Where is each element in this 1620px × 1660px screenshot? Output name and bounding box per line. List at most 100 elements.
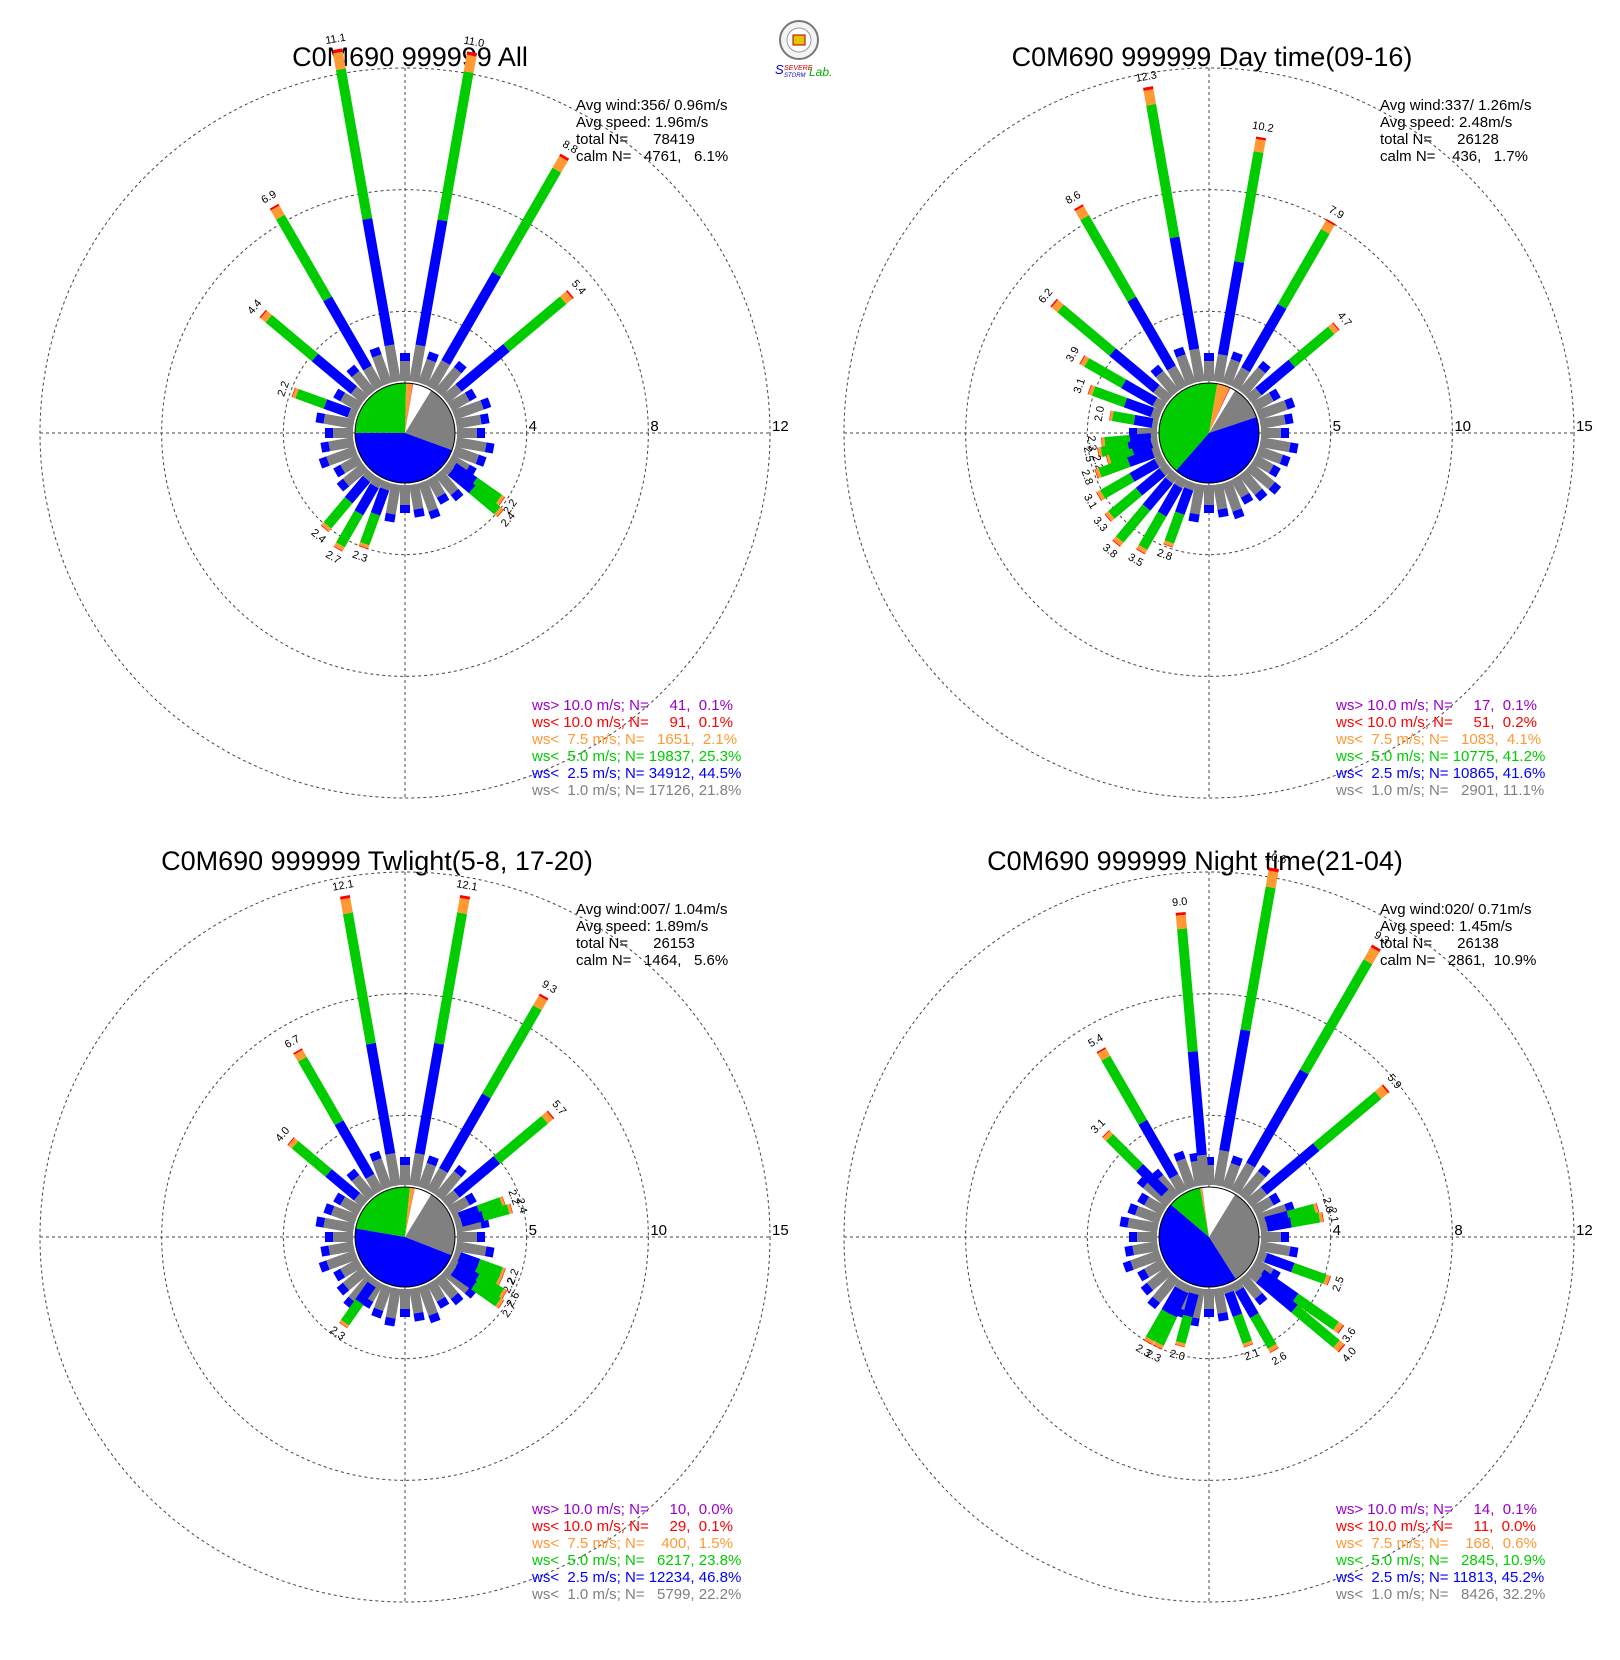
direction-bar-segment (1137, 1268, 1150, 1282)
legend-lt5: ws< 5.0 m/s; N= 2845, 10.9% (1335, 1552, 1545, 1569)
direction-bar-segment (476, 1259, 503, 1277)
direction-bar-segment (495, 1275, 503, 1286)
direction-bar-segment (344, 475, 371, 504)
total-n-text: total N= 26138 (1380, 935, 1499, 952)
direction-bar-segment (332, 48, 343, 54)
direction-bar-segment (450, 462, 478, 486)
spoke-label: 11.0 (463, 35, 485, 50)
direction-bar-segment (1222, 1284, 1234, 1295)
direction-bar-segment (1161, 1189, 1176, 1204)
direction-bar-segment (495, 1298, 504, 1309)
avg-speed-text: Avg speed: 1.89m/s (576, 918, 708, 935)
direction-bar (340, 392, 363, 412)
panel-twilight: C0M690 999999 Twlight(5-8, 17-20) 5 10 15 1… (39, 846, 789, 1603)
pie-slice (355, 383, 407, 433)
direction-bar-segment (1291, 1304, 1340, 1348)
direction-bar-segment (318, 456, 330, 469)
direction-bar-segment (441, 462, 455, 476)
panel-title: C0M690 999999 All (292, 42, 528, 72)
wind-rose: 4 8 1210.69.09.35.95.43.12.02.12.53.64.02.… (843, 851, 1593, 1603)
direction-bar-segment (1288, 442, 1299, 454)
legend-lt25: ws< 2.5 m/s; N= 12234, 46.8% (531, 1569, 741, 1586)
direction-bar-segment (1109, 348, 1160, 393)
legend-lt75: ws< 7.5 m/s; N= 1651, 2.1% (531, 731, 737, 748)
legend-lt25: ws< 2.5 m/s; N= 34912, 44.5% (531, 765, 741, 782)
direction-bar-segment (1232, 508, 1245, 520)
ring-label: 12 (1576, 1222, 1593, 1239)
direction-bar-segment (334, 542, 345, 551)
direction-bar-segment (1240, 492, 1254, 505)
direction-bar (434, 1273, 459, 1300)
direction-bar (1259, 437, 1291, 453)
direction-bar-segment (342, 912, 376, 1045)
direction-bar-segment (358, 541, 370, 549)
direction-bar-segment (288, 1137, 299, 1149)
direction-bar-segment (371, 1307, 384, 1319)
direction-bar-segment (1151, 446, 1162, 459)
direction-bar (455, 414, 482, 429)
direction-bar (418, 358, 437, 386)
direction-bar-segment (1240, 886, 1276, 1032)
spoke-label: 2.3 (328, 1324, 347, 1343)
direction-bar-segment (455, 344, 510, 392)
direction-bar-segment (457, 1252, 481, 1269)
direction-bar-segment (1104, 434, 1131, 448)
direction-bar-segment (370, 475, 384, 489)
direction-bar (342, 1266, 369, 1291)
direction-bar-segment (1241, 303, 1287, 373)
direction-bar-segment (1175, 1307, 1188, 1319)
direction-bar-segment (269, 203, 280, 211)
spoke-label: 4.7 (1335, 310, 1354, 329)
direction-bar-segment (1163, 540, 1175, 547)
direction-bar-segment (1175, 1314, 1193, 1344)
ring-label: 5 (1333, 418, 1341, 435)
direction-bar-segment (325, 1169, 361, 1201)
legend: ws> 10.0 m/s; N= 17, 0.1% ws< 10.0 m/s; … (1335, 697, 1545, 799)
pie-slice (1209, 387, 1231, 433)
direction-bar-segment (323, 399, 351, 418)
direction-bar-segment (362, 217, 395, 347)
direction-bar-segment (1121, 379, 1158, 407)
direction-bar-segment (334, 1120, 375, 1179)
pie-slice (1202, 1187, 1236, 1237)
direction-bar-segment (533, 995, 548, 1011)
pie-slice (1201, 1187, 1209, 1237)
direction-bar-segment (1277, 228, 1330, 309)
avg-wind-text: Avg wind:356/ 0.96m/s (576, 97, 727, 114)
direction-bar-segment (1097, 1048, 1111, 1061)
direction-bar (447, 392, 470, 412)
pie-slice (1200, 1187, 1209, 1237)
pie-slice (405, 1187, 432, 1237)
direction-bar-segment (1268, 388, 1281, 402)
direction-bar-segment (360, 512, 381, 546)
direction-bar-segment (315, 412, 326, 424)
direction-bar-segment (471, 477, 502, 504)
direction-bar-segment (559, 153, 570, 161)
direction-bar-segment (1112, 536, 1124, 547)
pie-slice (354, 432, 452, 483)
direction-bar-segment (1168, 1288, 1189, 1318)
direction-bar-segment (1057, 304, 1116, 356)
direction-bar (1238, 469, 1263, 496)
direction-bar (1189, 483, 1205, 515)
direction-bar (418, 1162, 437, 1190)
direction-bar-segment (1154, 1313, 1178, 1346)
direction-bar-segment (1105, 511, 1115, 522)
direction-bar-segment (409, 1153, 425, 1187)
direction-bar-segment (453, 1217, 463, 1229)
direction-bar-segment (409, 344, 426, 383)
direction-bar (351, 1174, 376, 1201)
direction-bar-segment (1250, 1313, 1277, 1349)
direction-bar-segment (473, 1265, 500, 1285)
direction-bar-segment (464, 388, 477, 402)
direction-bar (372, 354, 392, 386)
direction-bar-segment (1132, 443, 1155, 459)
direction-bar-segment (434, 912, 468, 1045)
spoke-label: 6.7 (283, 1033, 302, 1051)
direction-bar-segment (541, 1111, 554, 1124)
pie-slice (405, 1187, 415, 1237)
direction-bar-segment (426, 1167, 448, 1195)
direction-bar-segment (1235, 1287, 1259, 1319)
direction-bar-segment (476, 1197, 503, 1215)
